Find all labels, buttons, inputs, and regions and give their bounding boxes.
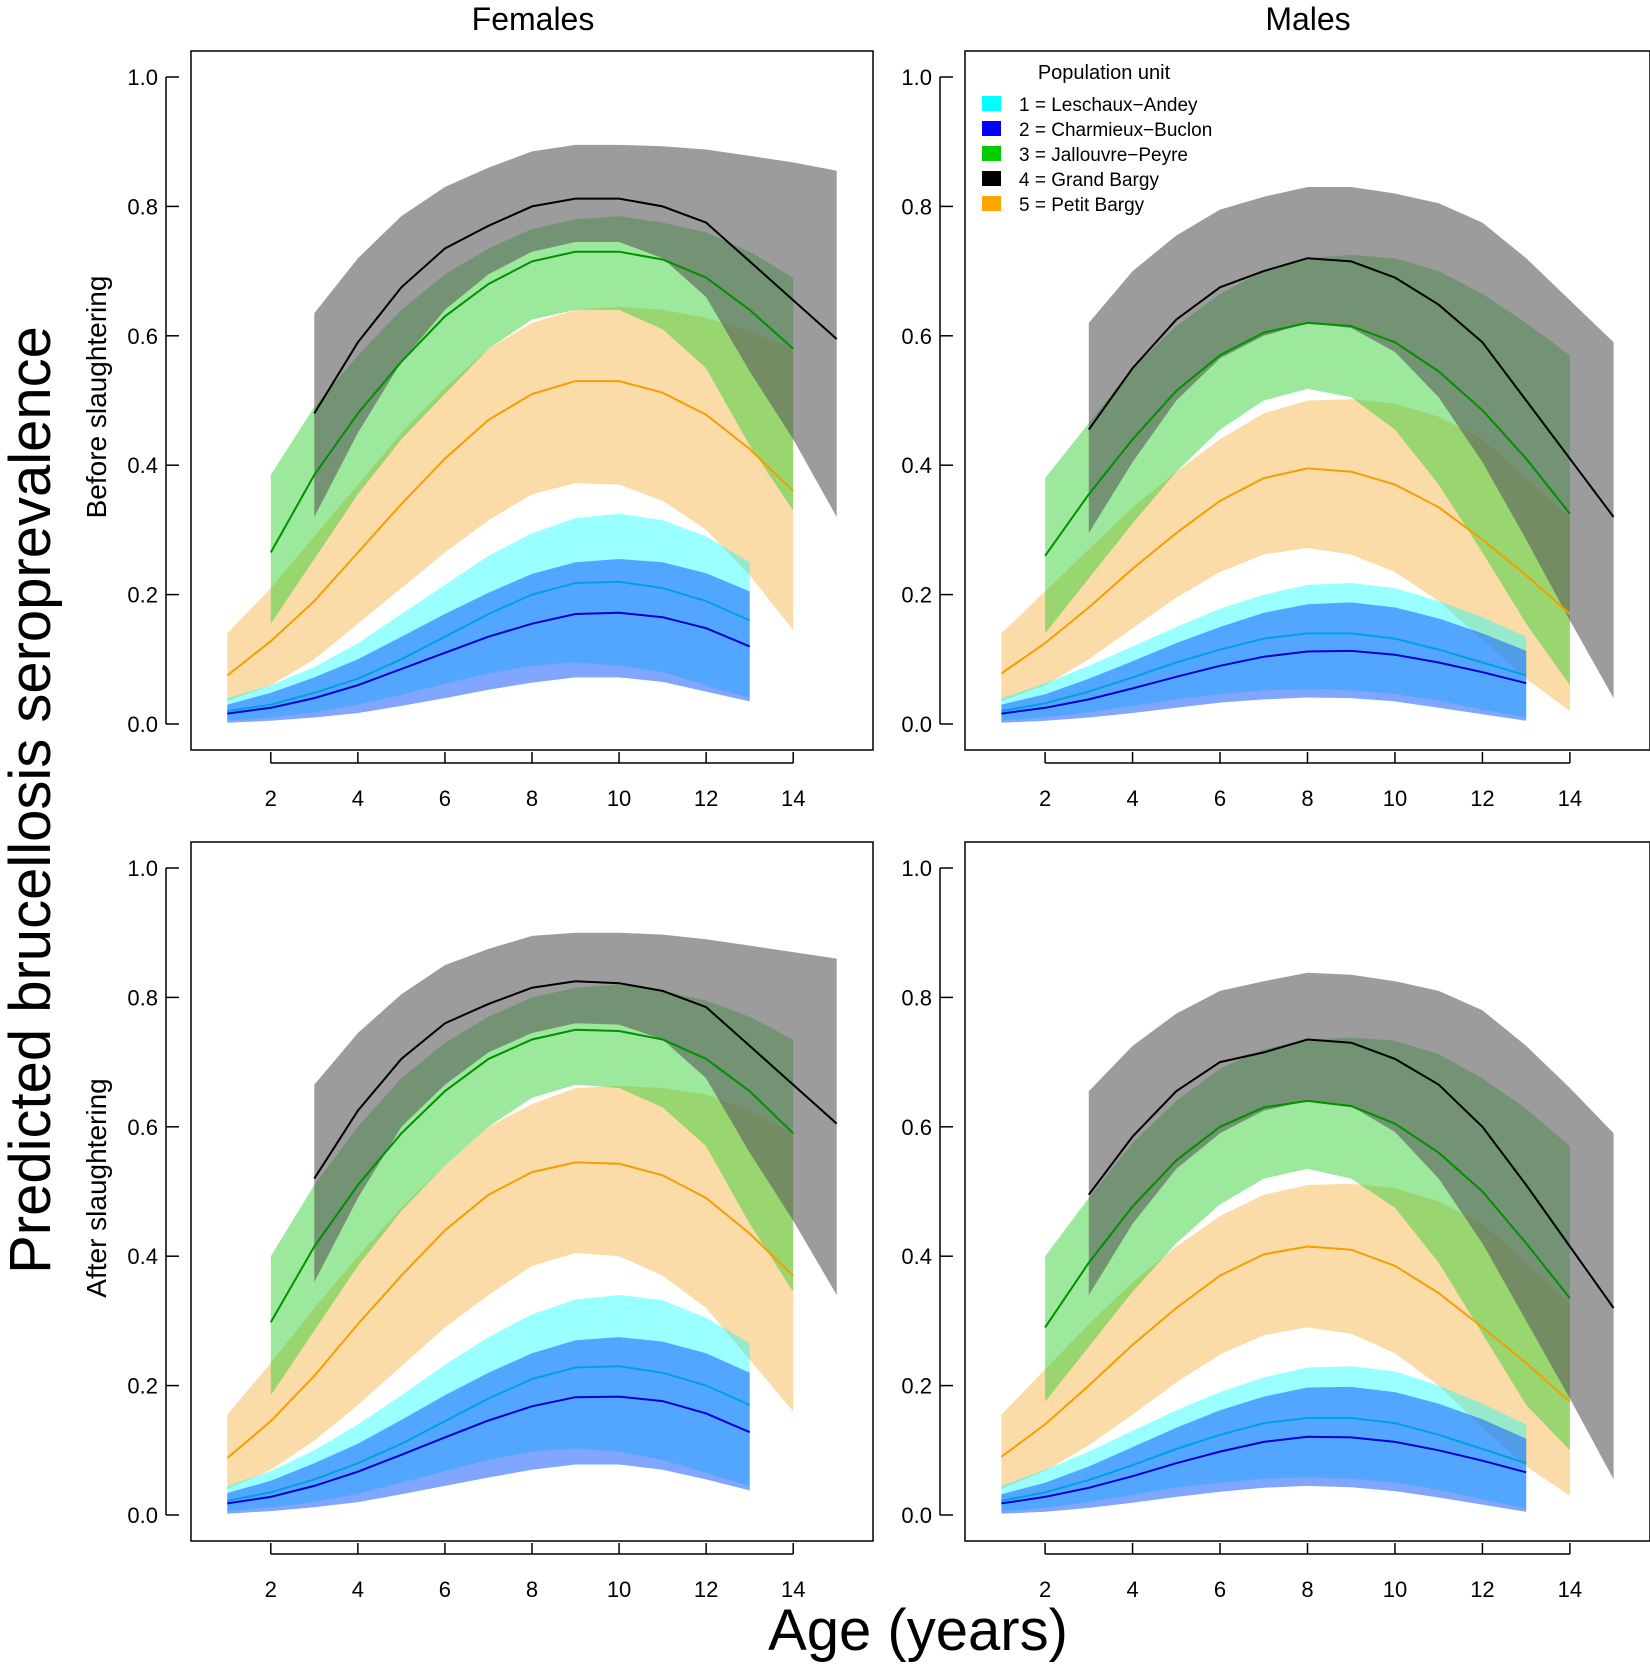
males-after-x-tick-label: 4 xyxy=(1126,1577,1138,1602)
males-before-x-tick-label: 10 xyxy=(1383,786,1407,811)
males-after-y-tick-label: 0.2 xyxy=(901,1374,932,1399)
row-title-before: Before slaughtering xyxy=(81,276,112,519)
males-before-y-tick-label: 0.2 xyxy=(901,583,932,608)
males-before-y-tick-label: 0.8 xyxy=(901,194,932,219)
panel-females-before: 0.0 0.2 0.4 0.6 0.8 1.0 2 4 6 8 10 12 14 xyxy=(127,51,873,811)
males-before-y-tick-label: 0.0 xyxy=(901,712,932,737)
males-before-y-tick-label: 1.0 xyxy=(901,65,932,90)
panel-females-after: 0.0 0.2 0.4 0.6 0.8 1.0 2 4 6 8 10 12 14 xyxy=(127,842,873,1602)
legend-swatch-5 xyxy=(982,196,1001,211)
males-before-x-tick-label: 12 xyxy=(1470,786,1494,811)
panels: 0.0 0.2 0.4 0.6 0.8 1.0 2 4 6 8 10 12 14 0.0 0.2 0.4 0.6… xyxy=(127,51,1650,1602)
males-before-x-tick-label: 2 xyxy=(1039,786,1051,811)
females-after-x-tick-label: 12 xyxy=(694,1577,718,1602)
females-before-x-tick-label: 10 xyxy=(607,786,631,811)
col-title-females: Females xyxy=(472,1,595,37)
males-before-y-tick-label: 0.4 xyxy=(901,453,932,478)
figure: Females Males Predicted brucellosis sero… xyxy=(0,0,1650,1670)
females-after-x-tick-label: 6 xyxy=(439,1577,451,1602)
x-axis-title: Age (years) xyxy=(768,1598,1068,1663)
females-before-x-tick-label: 8 xyxy=(526,786,538,811)
females-after-y-tick-label: 0.4 xyxy=(127,1244,158,1269)
females-before-x-tick-label: 2 xyxy=(265,786,277,811)
females-after-y-tick-label: 0.2 xyxy=(127,1374,158,1399)
females-before-y-tick-label: 1.0 xyxy=(127,65,158,90)
females-after-y-tick-label: 0.6 xyxy=(127,1115,158,1140)
females-after-y-tick-label: 0.0 xyxy=(127,1503,158,1528)
females-after-x-tick-label: 10 xyxy=(607,1577,631,1602)
legend: Population unit 1 = Leschaux−Andey 2 = C… xyxy=(982,62,1212,216)
females-after-x-tick-label: 8 xyxy=(526,1577,538,1602)
males-after-x-tick-label: 10 xyxy=(1383,1577,1407,1602)
females-before-y-tick-label: 0.2 xyxy=(127,583,158,608)
females-before-x-tick-label: 4 xyxy=(352,786,364,811)
females-before-y-tick-label: 0.4 xyxy=(127,453,158,478)
males-before-x-tick-label: 8 xyxy=(1301,786,1313,811)
legend-label-1: 1 = Leschaux−Andey xyxy=(1019,95,1198,116)
legend-swatch-1 xyxy=(982,96,1001,111)
females-before-y-tick-label: 0.8 xyxy=(127,194,158,219)
females-after-x-tick-label: 14 xyxy=(781,1577,805,1602)
males-after-y-tick-label: 0.6 xyxy=(901,1115,932,1140)
legend-title: Population unit xyxy=(1038,62,1171,84)
females-before-x-tick-label: 12 xyxy=(694,786,718,811)
y-axis-title: Predicted brucellosis seroprevalence xyxy=(0,326,63,1274)
col-title-males: Males xyxy=(1265,1,1350,37)
legend-swatch-4 xyxy=(982,171,1001,186)
males-before-x-tick-label: 14 xyxy=(1558,786,1582,811)
males-after-x-tick-label: 8 xyxy=(1301,1577,1313,1602)
males-after-y-tick-label: 0.4 xyxy=(901,1244,932,1269)
males-after-x-tick-label: 2 xyxy=(1039,1577,1051,1602)
males-after-y-tick-label: 0.0 xyxy=(901,1503,932,1528)
males-before-y-tick-label: 0.6 xyxy=(901,324,932,349)
legend-swatch-2 xyxy=(982,121,1001,136)
females-after-x-tick-label: 2 xyxy=(265,1577,277,1602)
row-title-after: After slaughtering xyxy=(81,1078,112,1297)
legend-label-3: 3 = Jallouvre−Peyre xyxy=(1019,145,1188,166)
legend-swatch-3 xyxy=(982,146,1001,161)
females-before-y-tick-label: 0.0 xyxy=(127,712,158,737)
males-after-y-tick-label: 0.8 xyxy=(901,985,932,1010)
females-after-y-tick-label: 0.8 xyxy=(127,985,158,1010)
males-before-x-tick-label: 6 xyxy=(1214,786,1226,811)
legend-label-5: 5 = Petit Bargy xyxy=(1019,195,1145,216)
females-before-x-tick-label: 6 xyxy=(439,786,451,811)
males-after-x-tick-label: 6 xyxy=(1214,1577,1226,1602)
panel-males-before: 0.0 0.2 0.4 0.6 0.8 1.0 2 4 6 8 10 12 14 xyxy=(901,51,1650,811)
panel-males-after: 0.0 0.2 0.4 0.6 0.8 1.0 2 4 6 8 10 12 14 xyxy=(901,842,1650,1602)
females-before-x-tick-label: 14 xyxy=(781,786,805,811)
males-after-y-tick-label: 1.0 xyxy=(901,856,932,881)
females-before-y-tick-label: 0.6 xyxy=(127,324,158,349)
males-before-x-tick-label: 4 xyxy=(1126,786,1138,811)
males-after-x-tick-label: 12 xyxy=(1470,1577,1494,1602)
legend-label-4: 4 = Grand Bargy xyxy=(1019,170,1159,191)
females-after-x-tick-label: 4 xyxy=(352,1577,364,1602)
females-after-y-tick-label: 1.0 xyxy=(127,856,158,881)
legend-label-2: 2 = Charmieux−Buclon xyxy=(1019,120,1212,141)
males-after-x-tick-label: 14 xyxy=(1558,1577,1582,1602)
